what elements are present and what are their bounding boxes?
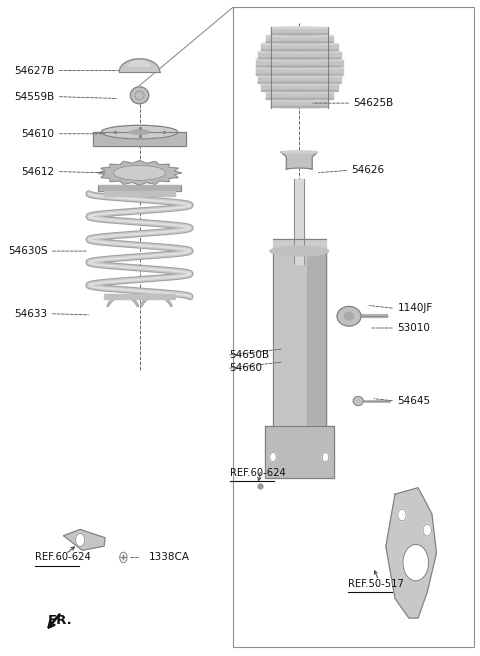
Ellipse shape bbox=[345, 312, 354, 320]
Polygon shape bbox=[93, 132, 186, 146]
Ellipse shape bbox=[261, 90, 337, 91]
Ellipse shape bbox=[261, 83, 337, 85]
Ellipse shape bbox=[261, 43, 337, 45]
Polygon shape bbox=[265, 426, 334, 478]
Polygon shape bbox=[258, 76, 341, 83]
Circle shape bbox=[322, 453, 329, 462]
Ellipse shape bbox=[258, 58, 341, 59]
Text: 54650B: 54650B bbox=[229, 350, 269, 360]
Polygon shape bbox=[63, 529, 105, 550]
Circle shape bbox=[403, 544, 429, 581]
Text: 54660: 54660 bbox=[229, 363, 262, 373]
Text: 54627B: 54627B bbox=[14, 66, 54, 75]
Ellipse shape bbox=[270, 246, 329, 256]
Polygon shape bbox=[129, 61, 150, 66]
Polygon shape bbox=[265, 35, 333, 42]
Text: FR.: FR. bbox=[48, 613, 72, 626]
Polygon shape bbox=[273, 251, 326, 426]
Polygon shape bbox=[281, 152, 318, 170]
Polygon shape bbox=[307, 251, 326, 426]
Polygon shape bbox=[265, 92, 333, 99]
Polygon shape bbox=[256, 68, 343, 75]
Text: 53010: 53010 bbox=[397, 323, 430, 333]
Circle shape bbox=[423, 524, 432, 536]
Polygon shape bbox=[273, 239, 326, 251]
Polygon shape bbox=[386, 487, 436, 618]
Ellipse shape bbox=[271, 33, 328, 35]
Ellipse shape bbox=[271, 27, 328, 28]
Ellipse shape bbox=[281, 151, 318, 154]
Polygon shape bbox=[294, 179, 304, 264]
Ellipse shape bbox=[256, 59, 343, 61]
Text: 1140JF: 1140JF bbox=[397, 304, 432, 314]
Ellipse shape bbox=[265, 98, 333, 100]
Polygon shape bbox=[256, 60, 343, 66]
Text: 1338CA: 1338CA bbox=[149, 552, 190, 562]
Text: 54633: 54633 bbox=[14, 309, 48, 319]
Text: 54612: 54612 bbox=[21, 167, 54, 176]
Ellipse shape bbox=[271, 100, 328, 101]
Ellipse shape bbox=[265, 35, 333, 37]
Ellipse shape bbox=[130, 130, 150, 134]
Ellipse shape bbox=[265, 92, 333, 93]
Ellipse shape bbox=[337, 306, 361, 326]
Text: REF.60-624: REF.60-624 bbox=[230, 468, 286, 478]
Polygon shape bbox=[119, 59, 160, 72]
Ellipse shape bbox=[256, 74, 343, 75]
Ellipse shape bbox=[258, 51, 341, 52]
Ellipse shape bbox=[256, 66, 343, 67]
Ellipse shape bbox=[265, 41, 333, 43]
Polygon shape bbox=[258, 52, 341, 58]
Ellipse shape bbox=[101, 125, 178, 139]
Ellipse shape bbox=[258, 82, 341, 83]
Ellipse shape bbox=[258, 75, 341, 77]
Text: 54630S: 54630S bbox=[8, 246, 48, 256]
Ellipse shape bbox=[113, 165, 166, 180]
Circle shape bbox=[270, 453, 276, 462]
Polygon shape bbox=[97, 161, 181, 185]
Circle shape bbox=[75, 533, 85, 546]
Text: REF.50-517: REF.50-517 bbox=[348, 579, 404, 588]
Polygon shape bbox=[261, 44, 337, 51]
Ellipse shape bbox=[353, 396, 363, 405]
Text: 54626: 54626 bbox=[351, 165, 384, 175]
Polygon shape bbox=[271, 100, 328, 107]
Text: 54645: 54645 bbox=[397, 396, 431, 406]
Ellipse shape bbox=[261, 50, 337, 51]
Text: 54559B: 54559B bbox=[14, 92, 54, 102]
Polygon shape bbox=[261, 84, 337, 91]
Ellipse shape bbox=[256, 68, 343, 69]
Text: 54625B: 54625B bbox=[354, 98, 394, 108]
Text: 54610: 54610 bbox=[21, 129, 54, 139]
Text: REF.60-624: REF.60-624 bbox=[35, 552, 91, 562]
Ellipse shape bbox=[271, 106, 328, 108]
Polygon shape bbox=[271, 28, 328, 34]
Circle shape bbox=[398, 509, 406, 521]
Ellipse shape bbox=[131, 87, 149, 104]
